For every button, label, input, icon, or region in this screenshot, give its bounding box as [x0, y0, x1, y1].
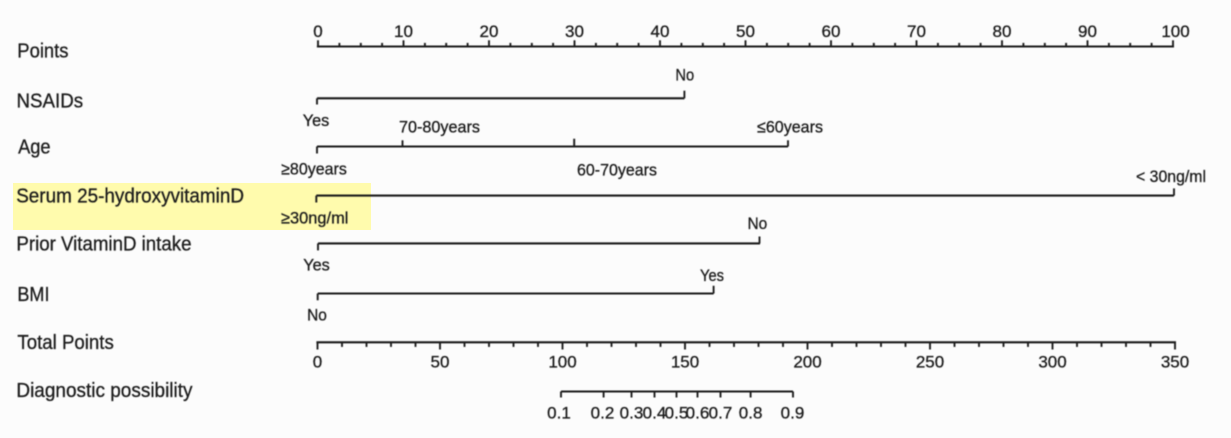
svg-text:Yes: Yes: [303, 111, 330, 130]
svg-text:200: 200: [793, 352, 821, 371]
svg-text:0.3: 0.3: [620, 403, 644, 422]
svg-text:20: 20: [480, 22, 499, 41]
svg-text:Total Points: Total Points: [17, 332, 113, 354]
svg-text:NSAIDs: NSAIDs: [17, 91, 84, 113]
svg-text:250: 250: [916, 352, 944, 371]
svg-text:70: 70: [907, 22, 926, 41]
svg-text:≥30ng/ml: ≥30ng/ml: [281, 208, 348, 227]
svg-text:80: 80: [993, 22, 1012, 41]
svg-text:Points: Points: [17, 41, 68, 63]
svg-text:0.1: 0.1: [547, 403, 571, 422]
svg-text:Yes: Yes: [700, 266, 724, 285]
svg-text:0.7: 0.7: [709, 403, 733, 422]
svg-text:70-80years: 70-80years: [399, 118, 480, 137]
svg-text:60-70years: 60-70years: [577, 161, 657, 180]
svg-text:90: 90: [1078, 22, 1097, 41]
svg-text:0: 0: [313, 352, 322, 371]
svg-text:0.5: 0.5: [665, 403, 689, 422]
svg-text:150: 150: [671, 352, 699, 371]
svg-text:No: No: [307, 306, 327, 325]
svg-text:50: 50: [736, 22, 755, 41]
svg-text:0.8: 0.8: [739, 403, 763, 422]
svg-text:0.6: 0.6: [686, 403, 710, 422]
svg-text:≤60years: ≤60years: [757, 118, 823, 137]
svg-text:< 30ng/ml: < 30ng/ml: [1136, 167, 1206, 186]
svg-text:60: 60: [822, 22, 841, 41]
svg-text:10: 10: [394, 22, 413, 41]
svg-text:Serum 25-hydroxyvitaminD: Serum 25-hydroxyvitaminD: [16, 186, 244, 208]
svg-text:Yes: Yes: [303, 256, 330, 275]
svg-text:0.9: 0.9: [781, 403, 805, 422]
svg-text:350: 350: [1161, 352, 1189, 371]
svg-text:0.2: 0.2: [591, 403, 615, 422]
svg-text:No: No: [675, 66, 694, 85]
svg-text:Diagnostic possibility: Diagnostic possibility: [16, 380, 192, 402]
svg-text:Prior VitaminD intake: Prior VitaminD intake: [16, 234, 191, 256]
svg-text:0: 0: [313, 22, 322, 41]
svg-text:Age: Age: [18, 137, 51, 159]
svg-text:No: No: [748, 214, 768, 233]
svg-text:BMI: BMI: [17, 284, 49, 306]
svg-text:30: 30: [565, 22, 584, 41]
svg-text:50: 50: [431, 352, 450, 371]
svg-text:40: 40: [651, 22, 670, 41]
svg-text:300: 300: [1038, 352, 1066, 371]
svg-text:100: 100: [1161, 22, 1189, 41]
svg-text:0.4: 0.4: [643, 403, 667, 422]
svg-text:≥80years: ≥80years: [281, 160, 347, 179]
svg-text:100: 100: [548, 352, 576, 371]
